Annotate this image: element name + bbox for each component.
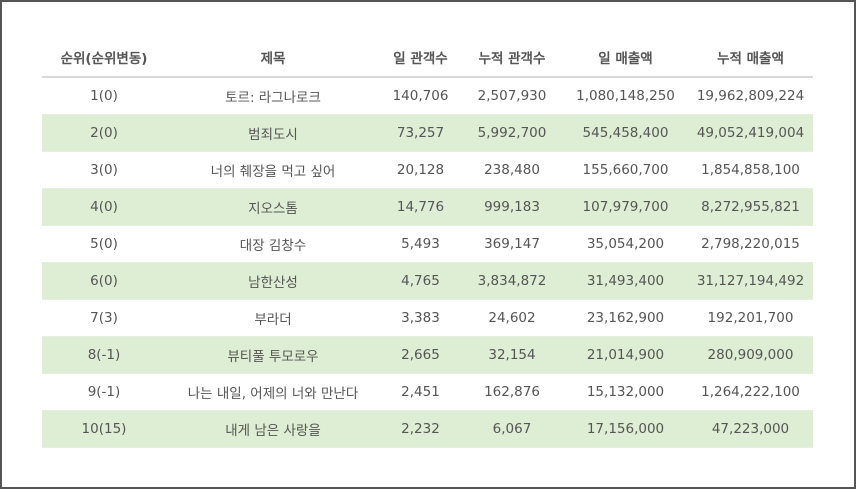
cell-title: 내게 남은 사랑을	[166, 410, 380, 448]
cell-rank: 6(0)	[42, 262, 166, 300]
cell-daily-audience: 20,128	[380, 151, 461, 189]
cell-daily-audience: 140,706	[380, 77, 461, 115]
cell-cumulative-audience: 2,507,930	[461, 77, 563, 115]
cell-daily-sales: 17,156,000	[563, 410, 688, 448]
column-header-title: 제목	[166, 38, 380, 78]
column-header-cumulative-sales: 누적 매출액	[688, 38, 813, 78]
cell-cumulative-sales: 49,052,419,004	[688, 114, 813, 152]
cell-daily-audience: 2,232	[380, 410, 461, 448]
cell-title: 지오스톰	[166, 188, 380, 226]
cell-cumulative-sales: 1,854,858,100	[688, 151, 813, 189]
cell-rank: 9(-1)	[42, 373, 166, 411]
cell-cumulative-sales: 192,201,700	[688, 299, 813, 337]
column-header-cumulative-audience: 누적 관객수	[461, 38, 563, 78]
cell-title: 나는 내일, 어제의 너와 만난다	[166, 373, 380, 411]
cell-rank: 8(-1)	[42, 336, 166, 374]
cell-cumulative-sales: 8,272,955,821	[688, 188, 813, 226]
cell-daily-audience: 73,257	[380, 114, 461, 152]
table-body: 1(0) 토르: 라그나로크 140,706 2,507,930 1,080,1…	[42, 77, 813, 448]
cell-cumulative-sales: 19,962,809,224	[688, 77, 813, 115]
cell-cumulative-audience: 162,876	[461, 373, 563, 411]
cell-cumulative-audience: 32,154	[461, 336, 563, 374]
cell-rank: 3(0)	[42, 151, 166, 189]
cell-title: 토르: 라그나로크	[166, 77, 380, 115]
cell-title: 대장 김창수	[166, 225, 380, 263]
cell-daily-sales: 21,014,900	[563, 336, 688, 374]
table-row: 9(-1) 나는 내일, 어제의 너와 만난다 2,451 162,876 15…	[42, 373, 813, 411]
cell-daily-audience: 14,776	[380, 188, 461, 226]
cell-daily-sales: 545,458,400	[563, 114, 688, 152]
table-row: 10(15) 내게 남은 사랑을 2,232 6,067 17,156,000 …	[42, 410, 813, 448]
cell-daily-sales: 107,979,700	[563, 188, 688, 226]
cell-daily-sales: 1,080,148,250	[563, 77, 688, 115]
cell-daily-sales: 155,660,700	[563, 151, 688, 189]
cell-cumulative-sales: 47,223,000	[688, 410, 813, 448]
cell-daily-audience: 5,493	[380, 225, 461, 263]
cell-cumulative-sales: 280,909,000	[688, 336, 813, 374]
cell-title: 범죄도시	[166, 114, 380, 152]
cell-daily-sales: 31,493,400	[563, 262, 688, 300]
cell-rank: 4(0)	[42, 188, 166, 226]
cell-rank: 5(0)	[42, 225, 166, 263]
cell-daily-audience: 3,383	[380, 299, 461, 337]
cell-cumulative-sales: 1,264,222,100	[688, 373, 813, 411]
table-row: 3(0) 너의 췌장을 먹고 싶어 20,128 238,480 155,660…	[42, 151, 813, 189]
table-row: 5(0) 대장 김창수 5,493 369,147 35,054,200 2,7…	[42, 225, 813, 263]
cell-daily-audience: 4,765	[380, 262, 461, 300]
cell-cumulative-audience: 238,480	[461, 151, 563, 189]
cell-rank: 2(0)	[42, 114, 166, 152]
cell-title: 너의 췌장을 먹고 싶어	[166, 151, 380, 189]
cell-daily-audience: 2,451	[380, 373, 461, 411]
cell-cumulative-audience: 999,183	[461, 188, 563, 226]
cell-title: 뷰티풀 투모로우	[166, 336, 380, 374]
cell-cumulative-audience: 6,067	[461, 410, 563, 448]
cell-title: 부라더	[166, 299, 380, 337]
column-header-rank: 순위(순위변동)	[42, 38, 166, 78]
cell-rank: 7(3)	[42, 299, 166, 337]
table-header: 순위(순위변동) 제목 일 관객수 누적 관객수 일 매출액 누적 매출액	[42, 38, 813, 78]
table-row: 2(0) 범죄도시 73,257 5,992,700 545,458,400 4…	[42, 114, 813, 152]
table-row: 7(3) 부라더 3,383 24,602 23,162,900 192,201…	[42, 299, 813, 337]
column-header-daily-sales: 일 매출액	[563, 38, 688, 78]
cell-rank: 1(0)	[42, 77, 166, 115]
table-row: 6(0) 남한산성 4,765 3,834,872 31,493,400 31,…	[42, 262, 813, 300]
cell-title: 남한산성	[166, 262, 380, 300]
header-row: 순위(순위변동) 제목 일 관객수 누적 관객수 일 매출액 누적 매출액	[42, 38, 813, 78]
box-office-table: 순위(순위변동) 제목 일 관객수 누적 관객수 일 매출액 누적 매출액 1(…	[42, 38, 813, 448]
cell-cumulative-sales: 2,798,220,015	[688, 225, 813, 263]
table-row: 1(0) 토르: 라그나로크 140,706 2,507,930 1,080,1…	[42, 77, 813, 115]
cell-daily-sales: 35,054,200	[563, 225, 688, 263]
cell-daily-audience: 2,665	[380, 336, 461, 374]
cell-cumulative-audience: 5,992,700	[461, 114, 563, 152]
cell-daily-sales: 15,132,000	[563, 373, 688, 411]
cell-rank: 10(15)	[42, 410, 166, 448]
cell-cumulative-audience: 369,147	[461, 225, 563, 263]
column-header-daily-audience: 일 관객수	[380, 38, 461, 78]
table-row: 4(0) 지오스톰 14,776 999,183 107,979,700 8,2…	[42, 188, 813, 226]
table-row: 8(-1) 뷰티풀 투모로우 2,665 32,154 21,014,900 2…	[42, 336, 813, 374]
cell-cumulative-sales: 31,127,194,492	[688, 262, 813, 300]
cell-cumulative-audience: 3,834,872	[461, 262, 563, 300]
cell-cumulative-audience: 24,602	[461, 299, 563, 337]
cell-daily-sales: 23,162,900	[563, 299, 688, 337]
